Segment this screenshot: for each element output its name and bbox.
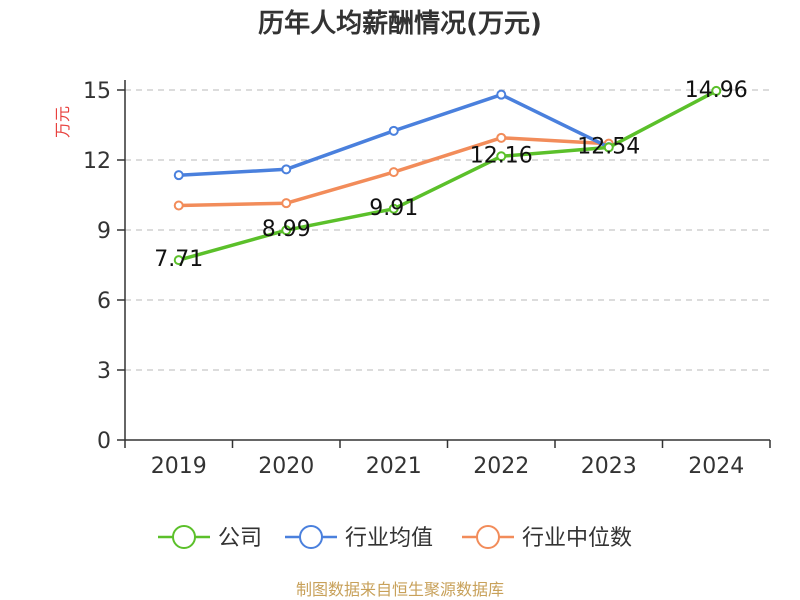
data-point — [281, 164, 292, 175]
data-label: 9.91 — [369, 196, 418, 221]
data-point — [281, 198, 292, 209]
data-point — [496, 132, 507, 143]
data-labels: 7.71 8.99 9.91 12.16 12.54 14.96 — [154, 78, 747, 272]
x-tick-label: 2021 — [366, 454, 422, 479]
axes: 0 3 6 9 12 15 2019 2020 2021 2022 2023 2024 — [83, 79, 771, 479]
data-label: 12.16 — [470, 143, 533, 168]
y-tick-label: 12 — [83, 149, 111, 174]
data-point — [388, 203, 399, 214]
source-note: 制图数据来自恒生聚源数据库 — [296, 580, 504, 599]
legend-label: 行业均值 — [345, 526, 433, 551]
legend-marker-icon — [476, 525, 500, 549]
series-line-0 — [177, 89, 719, 262]
series-lines — [173, 85, 722, 266]
legend-label: 公司 — [218, 526, 262, 551]
y-tick-label: 3 — [97, 359, 111, 384]
data-label: 8.99 — [262, 217, 311, 242]
legend-marker-icon — [172, 525, 196, 549]
data-point — [173, 200, 184, 211]
y-tick-label: 0 — [97, 429, 111, 454]
legend-label: 行业中位数 — [522, 526, 632, 551]
x-tick-label: 2022 — [473, 454, 529, 479]
legend-item-2[interactable]: 行业中位数 — [462, 525, 632, 551]
data-label: 14.96 — [685, 78, 748, 103]
x-tick-label: 2024 — [688, 454, 744, 479]
legend-item-1[interactable]: 行业均值 — [285, 525, 433, 551]
data-label: 7.71 — [154, 247, 203, 272]
y-tick-label: 9 — [97, 219, 111, 244]
data-point — [388, 125, 399, 136]
x-tick-label: 2023 — [581, 454, 637, 479]
data-point — [496, 89, 507, 100]
data-point — [603, 142, 614, 153]
legend[interactable]: 公司 行业均值 行业中位数 — [158, 525, 632, 551]
data-point — [496, 151, 507, 162]
data-point — [173, 255, 184, 266]
data-label: 12.54 — [577, 134, 640, 159]
data-point — [281, 225, 292, 236]
legend-item-0[interactable]: 公司 — [158, 525, 262, 551]
data-point — [388, 167, 399, 178]
legend-marker-icon — [299, 525, 323, 549]
y-axis-label: 万元 — [53, 106, 72, 138]
y-tick-label: 15 — [83, 79, 111, 104]
y-tick-label: 6 — [97, 289, 111, 314]
chart-title: 历年人均薪酬情况(万元) — [258, 8, 542, 39]
grid — [125, 89, 770, 371]
data-point — [711, 85, 722, 96]
x-tick-label: 2019 — [151, 454, 207, 479]
data-point — [173, 170, 184, 181]
x-tick-label: 2020 — [258, 454, 314, 479]
